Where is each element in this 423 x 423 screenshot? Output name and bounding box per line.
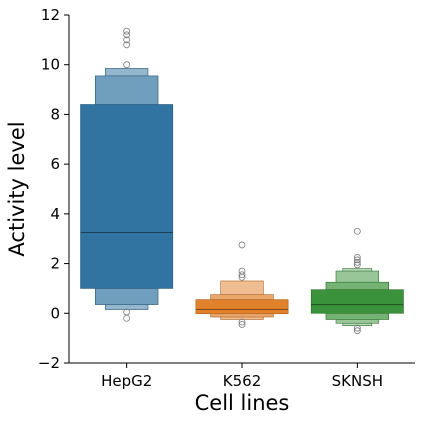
- y-tick-label: 6: [50, 155, 60, 173]
- outlier-point: [353, 253, 361, 261]
- y-tick-label: 2: [50, 255, 60, 273]
- outlier-point: [353, 258, 361, 266]
- y-tick-label: 4: [50, 205, 60, 223]
- outlier-point: [123, 61, 131, 69]
- x-tick-label: HepG2: [101, 372, 152, 390]
- series-hepg2: [80, 27, 174, 322]
- y-tick-label: 10: [41, 56, 60, 74]
- outlier-point: [353, 227, 361, 235]
- series-k562: [195, 241, 289, 328]
- boxes-layer: [80, 27, 404, 335]
- outlier-point: [353, 256, 361, 264]
- outlier-point: [353, 324, 361, 332]
- outlier-point: [123, 36, 131, 44]
- outlier-point: [123, 27, 131, 35]
- outlier-point: [238, 241, 246, 249]
- box-level-1: [80, 104, 174, 289]
- ticks-layer: −2 0 2 4 6 8 10 12 HepG2 K562 SKNSH: [38, 6, 383, 390]
- series-sknsh: [310, 227, 404, 335]
- box-level-1: [195, 299, 289, 315]
- x-tick-label: K562: [223, 372, 261, 390]
- outlier-point: [353, 261, 361, 269]
- outlier-point: [238, 321, 246, 328]
- outlier-point: [123, 31, 131, 39]
- y-tick-label: 12: [41, 6, 60, 24]
- outlier-point: [123, 314, 131, 322]
- outlier-point: [123, 308, 131, 316]
- x-axis-title: Cell lines: [195, 391, 290, 415]
- x-tick-label: SKNSH: [332, 372, 383, 390]
- outlier-point: [238, 267, 246, 275]
- outlier-point: [353, 327, 361, 335]
- box-level-1: [310, 289, 404, 314]
- y-tick-label: 8: [50, 105, 60, 123]
- y-tick-label: −2: [38, 354, 60, 372]
- y-axis-title: Activity level: [5, 121, 29, 256]
- y-tick-label: 0: [50, 304, 60, 322]
- outlier-point: [238, 271, 246, 279]
- outlier-point: [123, 41, 131, 49]
- outlier-point: [238, 318, 246, 326]
